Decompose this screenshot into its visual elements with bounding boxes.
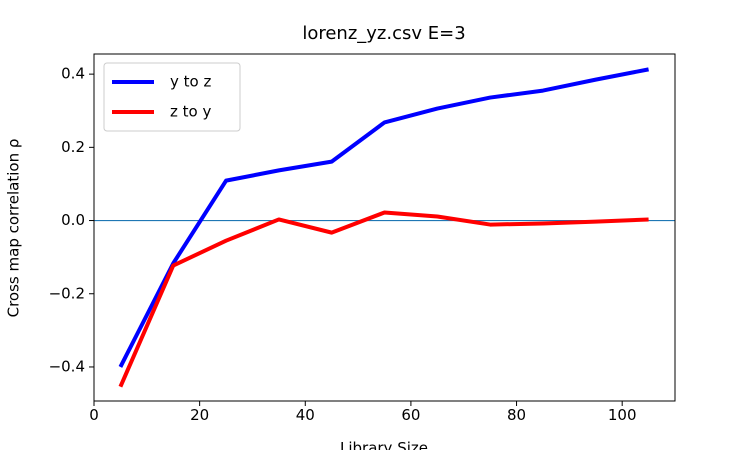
x-tick-label: 40 — [296, 406, 315, 424]
y-axis-label: Cross map correlation ρ — [5, 139, 23, 318]
x-tick-label: 20 — [190, 406, 209, 424]
x-tick-label: 0 — [89, 406, 99, 424]
chart-title: lorenz_yz.csv E=3 — [302, 23, 465, 44]
y-tick-label: 0.2 — [61, 138, 85, 156]
y-tick-label: 0.0 — [61, 211, 85, 229]
y-tick-label: −0.2 — [49, 284, 85, 302]
y-tick-label: 0.4 — [61, 65, 85, 83]
plot-frame — [93, 53, 676, 402]
legend-label: y to z — [170, 73, 211, 91]
data-line — [118, 210, 649, 388]
x-tick-label: 60 — [401, 406, 420, 424]
x-tick-label: 100 — [608, 406, 637, 424]
legend: y to z z to y — [103, 62, 241, 132]
y-tick-label: −0.4 — [49, 357, 85, 375]
x-tick-label: 80 — [507, 406, 526, 424]
x-axis-label: Library Size — [340, 439, 428, 450]
legend-label: z to y — [170, 103, 211, 121]
data-line — [118, 67, 649, 368]
